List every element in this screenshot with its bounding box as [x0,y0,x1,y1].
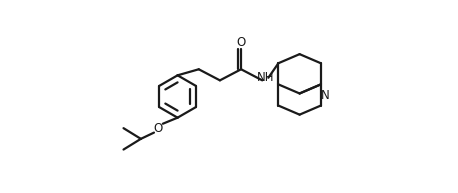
Text: O: O [154,122,163,135]
Text: NH: NH [256,71,274,84]
Text: O: O [236,36,246,49]
Text: N: N [321,89,330,102]
